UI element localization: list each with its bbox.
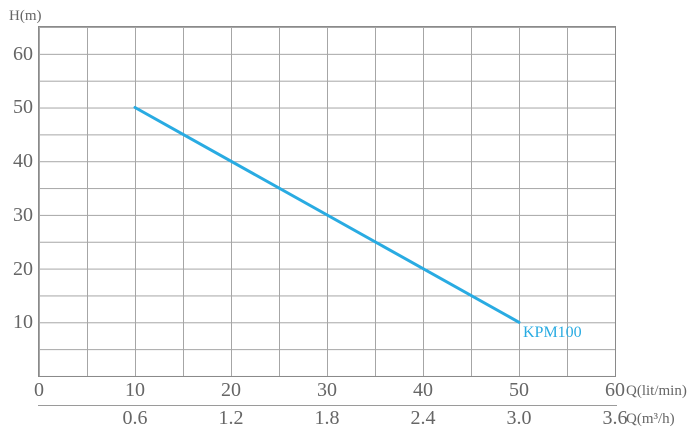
performance-curve-canvas — [133, 106, 521, 324]
x-tick-0: 0 — [34, 379, 44, 401]
x-tick-30: 30 — [317, 379, 337, 401]
y-tick-10: 10 — [13, 311, 33, 333]
y-tick-30: 30 — [13, 204, 33, 226]
y-tick-50: 50 — [13, 96, 33, 118]
y-axis-title: H(m) — [9, 8, 42, 24]
x2-tick-2-4: 2.4 — [410, 407, 436, 429]
plot-area: KPM100 — [38, 26, 616, 377]
x-tick-50: 50 — [509, 379, 529, 401]
x2-tick-1-8: 1.8 — [314, 407, 340, 429]
x2-tick-3-6: 3.6 — [602, 407, 628, 429]
secondary-axis-separator — [38, 405, 617, 406]
series-label-kpm100: KPM100 — [523, 324, 582, 342]
x-tick-10: 10 — [125, 379, 145, 401]
y-tick-60: 60 — [13, 43, 33, 65]
y-tick-40: 40 — [13, 150, 33, 172]
x-tick-20: 20 — [221, 379, 241, 401]
x2-tick-3-0: 3.0 — [506, 407, 532, 429]
x-tick-40: 40 — [413, 379, 433, 401]
x-axis-primary-title: Q(lit/min) — [626, 383, 687, 399]
curve-kpm100 — [133, 106, 521, 324]
x-axis-secondary-title: Q(m³/h) — [626, 411, 675, 427]
x2-tick-0-6: 0.6 — [122, 407, 148, 429]
y-tick-20: 20 — [13, 258, 33, 280]
x2-tick-1-2: 1.2 — [218, 407, 244, 429]
x-tick-60: 60 — [605, 379, 625, 401]
